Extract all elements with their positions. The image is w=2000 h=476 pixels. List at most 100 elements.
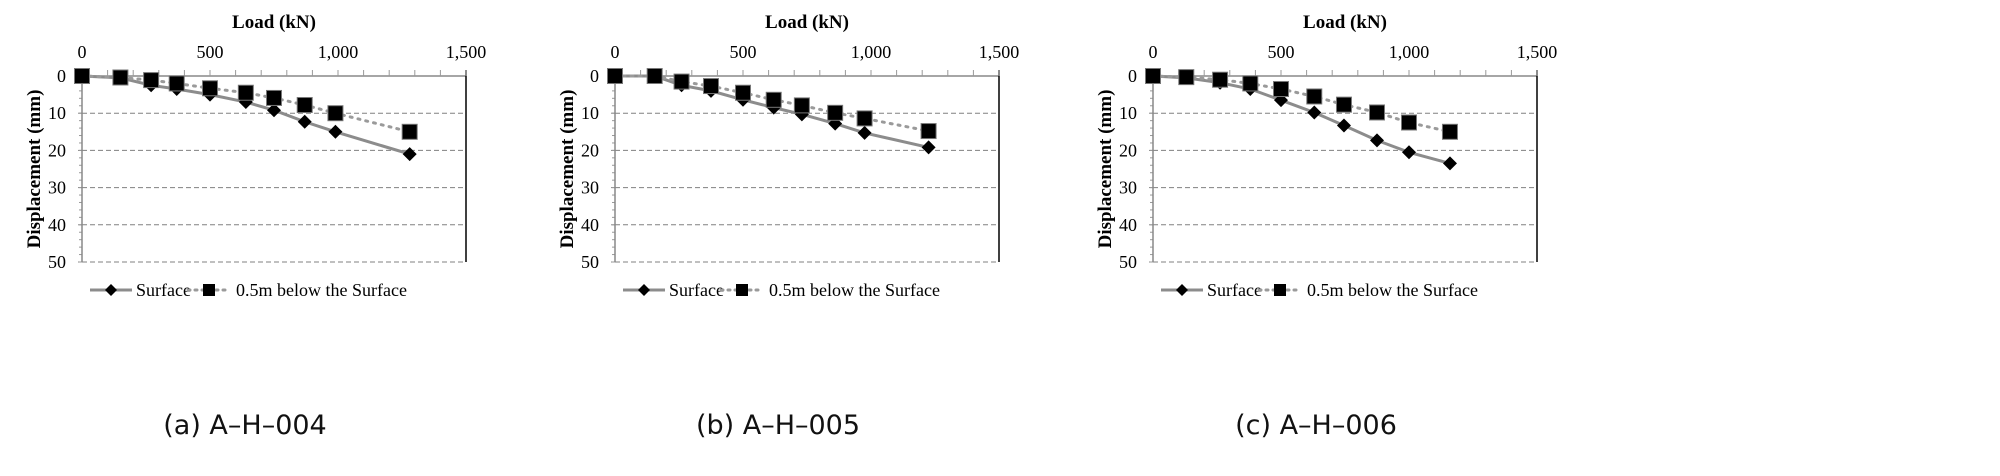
data-point-below-surface — [1441, 123, 1458, 140]
data-point-surface — [328, 124, 343, 139]
series-line-below-surface — [613, 74, 931, 133]
x-tick-label: 0 — [611, 42, 620, 62]
data-point-below-surface — [74, 68, 90, 84]
legend-marker-surface — [1176, 284, 1188, 296]
y-tick-label: 40 — [1119, 215, 1137, 235]
y-tick-label: 10 — [1119, 103, 1137, 123]
data-point-below-surface — [1212, 71, 1229, 88]
data-point-below-surface — [296, 97, 313, 114]
y-tick-label: 20 — [1119, 140, 1137, 160]
data-point-below-surface — [646, 68, 663, 84]
data-point-below-surface — [735, 84, 751, 101]
caption-b: (b) A–H–005 — [695, 410, 861, 441]
y-tick-label: 10 — [48, 103, 66, 123]
legend-marker-surface — [638, 284, 650, 296]
data-point-below-surface — [673, 73, 690, 90]
y-tick-label: 40 — [48, 215, 66, 235]
y-tick-label: 0 — [590, 66, 599, 86]
x-tick-label: 500 — [1268, 42, 1295, 62]
y-tick-label: 0 — [57, 66, 66, 86]
data-point-below-surface — [327, 105, 344, 122]
x-tick-label: 1,500 — [979, 42, 1020, 62]
legend-label-surface: Surface — [669, 280, 724, 300]
data-point-surface — [1370, 133, 1384, 148]
x-axis-title: Load (kN) — [1303, 12, 1387, 33]
data-point-surface — [921, 140, 936, 155]
data-point-below-surface — [168, 75, 185, 92]
data-point-below-surface — [1335, 96, 1352, 113]
series-line-surface — [1151, 74, 1452, 165]
data-point-below-surface — [237, 84, 254, 101]
x-axis-title: Load (kN) — [232, 12, 316, 33]
series-line-below-surface — [80, 74, 412, 134]
legend-label-below-surface: 0.5m below the Surface — [236, 280, 407, 300]
legend-label-surface: Surface — [136, 280, 191, 300]
y-tick-label: 0 — [1128, 66, 1137, 86]
data-point-below-surface — [1401, 114, 1417, 131]
x-tick-label: 1,000 — [1389, 42, 1430, 62]
data-point-surface — [857, 125, 872, 140]
x-tick-label: 1,500 — [446, 42, 487, 62]
legend-marker-surface — [105, 284, 117, 296]
data-point-surface — [267, 103, 281, 118]
y-tick-label: 50 — [1119, 252, 1137, 272]
data-point-surface — [1402, 145, 1416, 160]
data-point-below-surface — [793, 97, 810, 114]
data-point-below-surface — [827, 104, 844, 121]
series-line-surface — [80, 74, 412, 156]
series-line-surface — [613, 74, 931, 149]
legend-label-below-surface: 0.5m below the Surface — [1307, 280, 1478, 300]
caption-a: (a) A–H–004 — [163, 410, 327, 441]
data-point-surface — [297, 114, 312, 129]
x-tick-label: 0 — [78, 42, 87, 62]
data-point-below-surface — [1145, 68, 1161, 84]
y-tick-label: 30 — [1119, 178, 1137, 198]
data-point-below-surface — [607, 68, 623, 84]
y-tick-label: 20 — [48, 140, 66, 160]
y-axis-title: Displacement (mm) — [557, 90, 578, 249]
data-point-below-surface — [266, 89, 282, 106]
legend-marker-below-surface — [1274, 284, 1286, 296]
y-tick-label: 50 — [581, 252, 599, 272]
x-tick-label: 500 — [730, 42, 757, 62]
y-tick-label: 30 — [581, 178, 599, 198]
y-tick-label: 40 — [581, 215, 599, 235]
data-point-below-surface — [1242, 75, 1259, 92]
y-tick-label: 50 — [48, 252, 66, 272]
data-point-below-surface — [1178, 69, 1195, 86]
x-tick-label: 1,000 — [318, 42, 359, 62]
data-point-surface — [402, 147, 417, 162]
caption-c: (c) A–H–006 — [1235, 410, 1397, 441]
x-tick-label: 1,500 — [1517, 42, 1558, 62]
x-axis-title: Load (kN) — [765, 12, 849, 33]
data-point-below-surface — [202, 80, 218, 97]
legend-marker-below-surface — [203, 284, 215, 296]
data-point-below-surface — [765, 91, 782, 108]
data-point-surface — [1307, 105, 1322, 120]
data-point-below-surface — [1369, 104, 1385, 121]
y-tick-label: 20 — [581, 140, 599, 160]
data-point-surface — [1336, 118, 1351, 133]
x-tick-label: 1,000 — [851, 42, 892, 62]
data-point-below-surface — [401, 123, 418, 140]
data-point-surface — [1442, 156, 1457, 171]
data-point-below-surface — [920, 123, 937, 140]
x-tick-label: 0 — [1149, 42, 1158, 62]
data-point-below-surface — [143, 72, 160, 89]
data-point-below-surface — [112, 69, 129, 86]
y-axis-title: Displacement (mm) — [24, 90, 45, 249]
y-axis-title: Displacement (mm) — [1095, 90, 1116, 249]
data-point-below-surface — [703, 78, 719, 95]
series-line-below-surface — [1151, 74, 1452, 134]
y-tick-label: 10 — [581, 103, 599, 123]
legend-label-surface: Surface — [1207, 280, 1262, 300]
y-tick-label: 30 — [48, 178, 66, 198]
data-point-below-surface — [856, 110, 873, 127]
x-tick-label: 500 — [197, 42, 224, 62]
legend-label-below-surface: 0.5m below the Surface — [769, 280, 940, 300]
